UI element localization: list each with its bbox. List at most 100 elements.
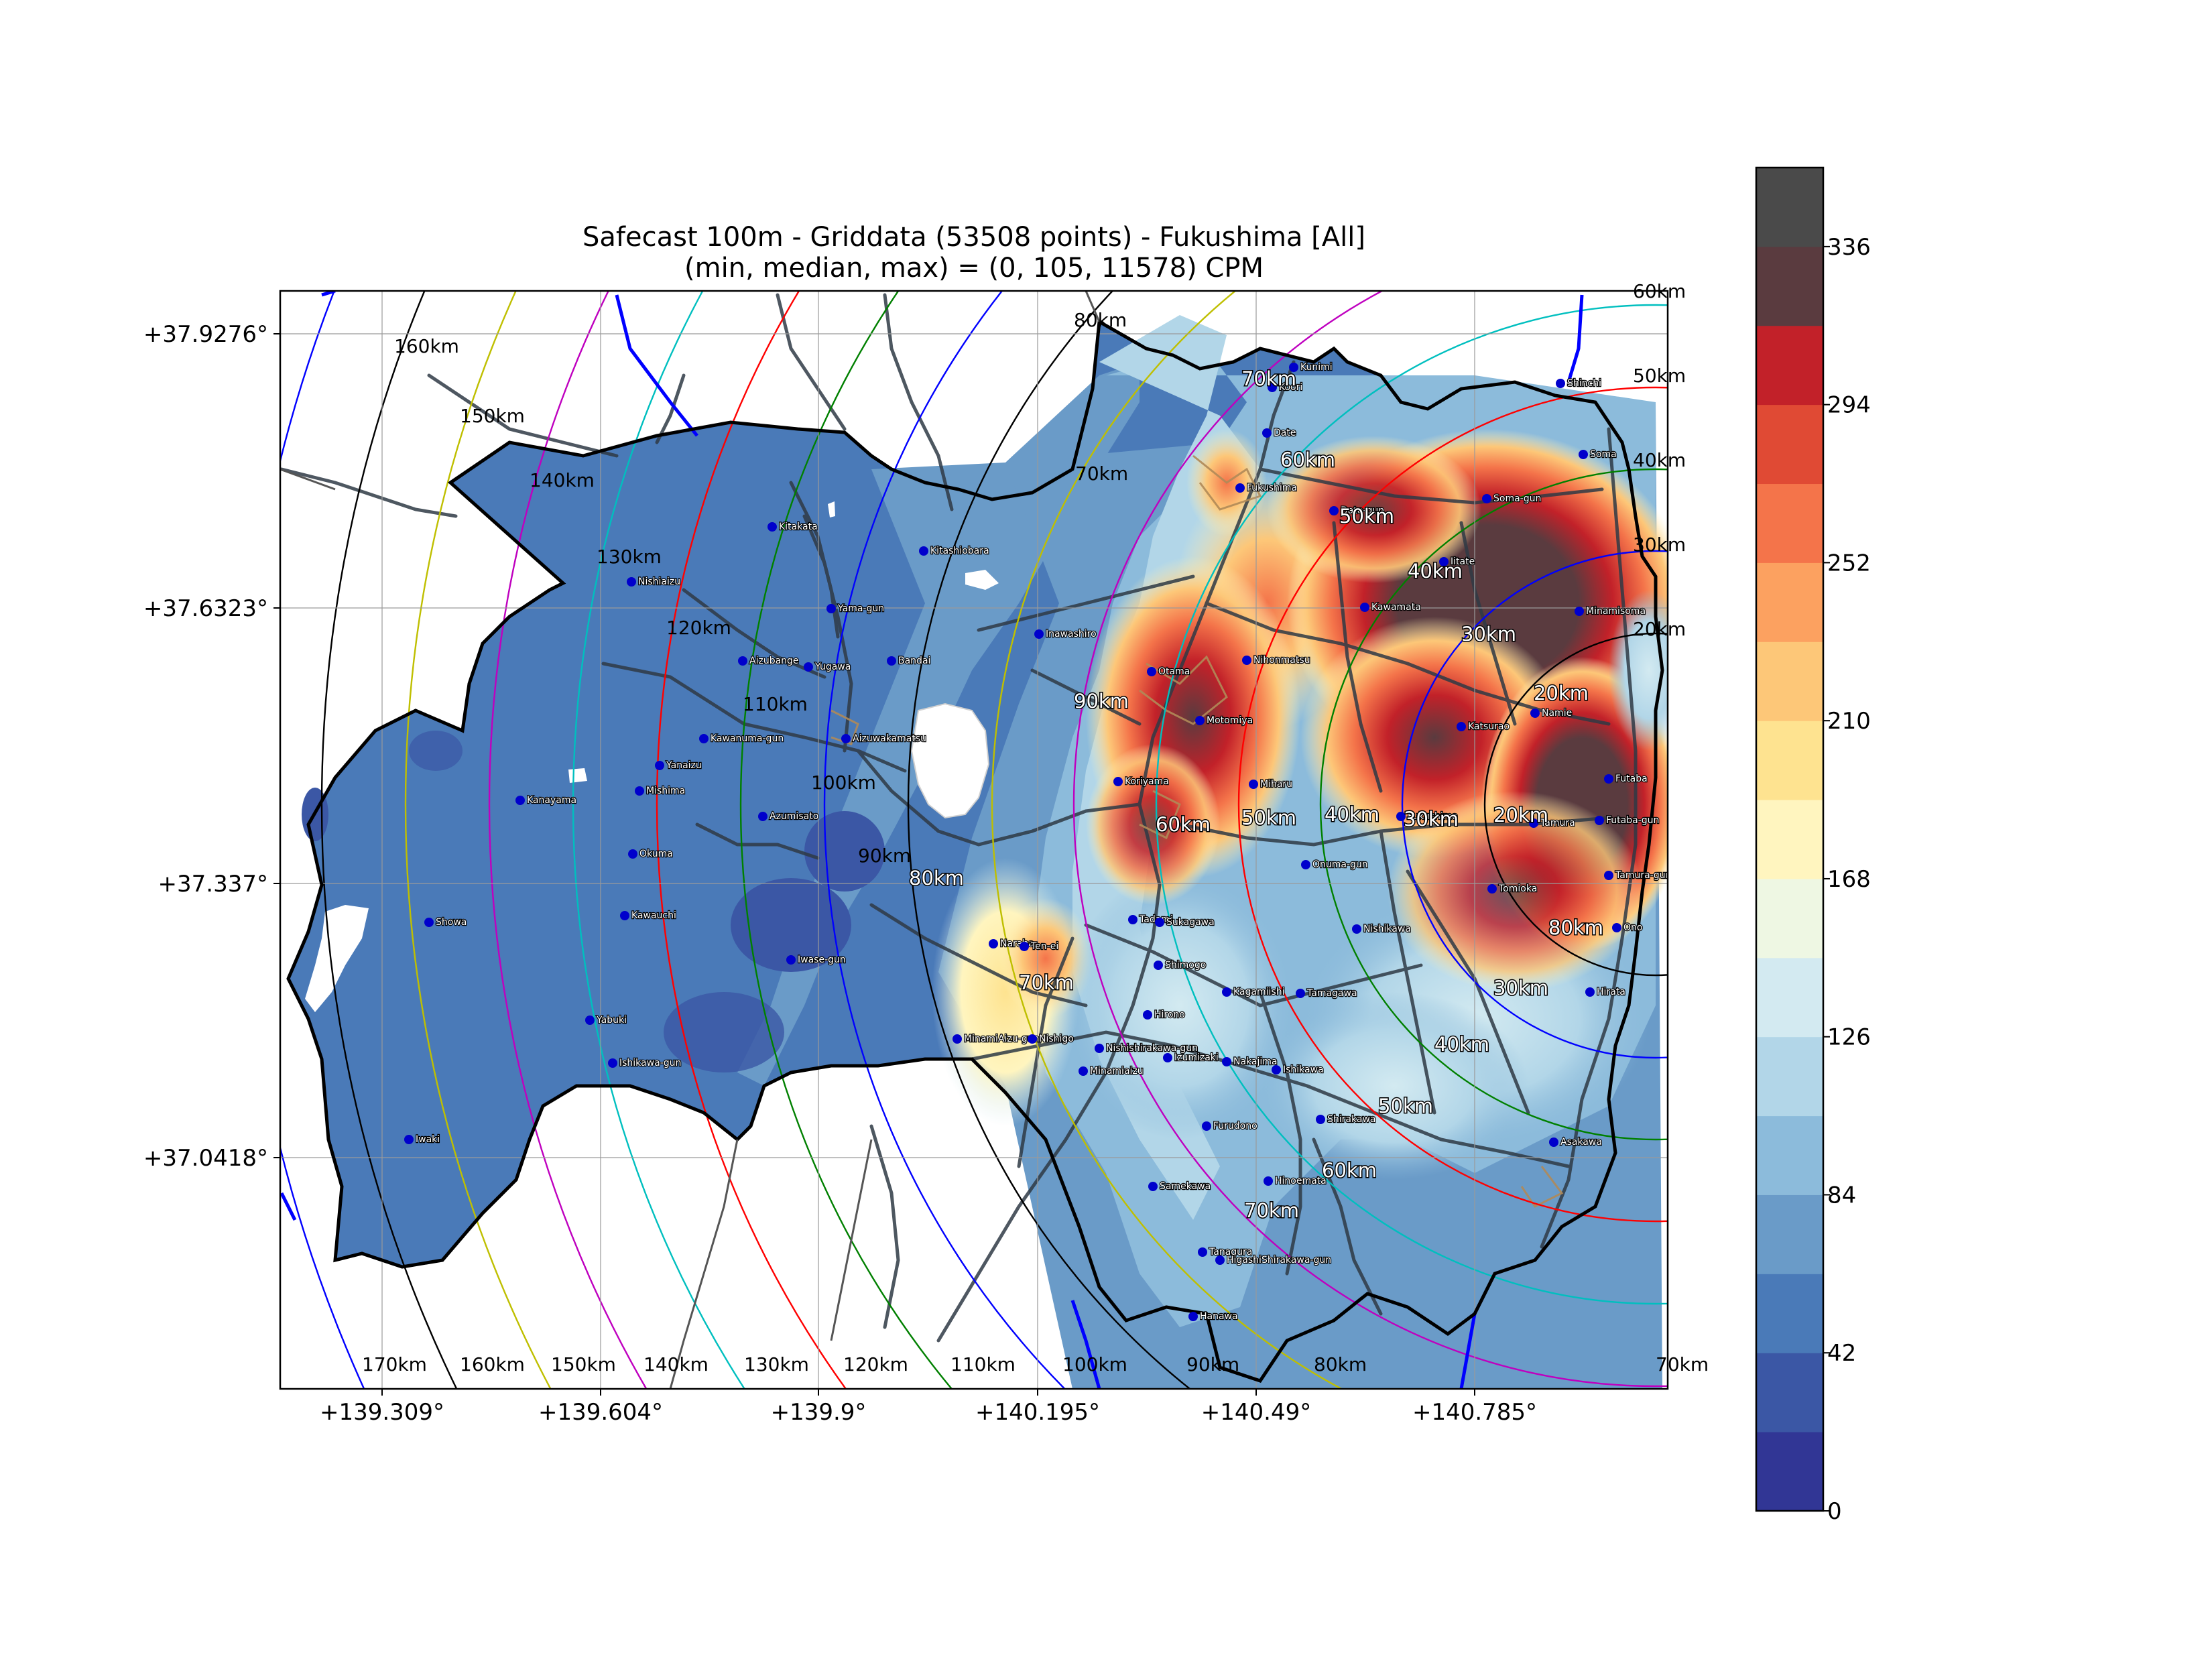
- plot-frame: [279, 290, 1669, 1390]
- city-marker: [1604, 774, 1613, 784]
- city-marker: [1262, 428, 1272, 438]
- city-label: Aizuwakamatsu: [853, 733, 926, 744]
- ring-label-bottom: 140km: [643, 1353, 709, 1375]
- city-marker: [1585, 987, 1595, 997]
- inner-distance-label: 30km: [1493, 977, 1548, 999]
- city-marker: [1163, 1053, 1172, 1062]
- city-marker: [1396, 812, 1406, 821]
- colorbar-frame: [1755, 166, 1825, 1512]
- city-label: Kawamata: [1371, 602, 1421, 613]
- city-label: Soma: [1590, 449, 1617, 460]
- city-label: Hirono: [1154, 1009, 1185, 1020]
- inner-distance-label: 80km: [1548, 916, 1603, 939]
- city-marker: [1604, 871, 1613, 880]
- city-marker: [1235, 483, 1245, 493]
- city-marker: [1143, 1010, 1152, 1020]
- inner-distance-label: 20km: [1534, 682, 1589, 704]
- city-marker: [953, 1034, 962, 1044]
- city-marker: [826, 604, 836, 613]
- x-tick-label: +139.604°: [538, 1399, 663, 1426]
- city-marker: [424, 918, 434, 927]
- inner-distance-label: 50km: [1241, 806, 1296, 829]
- city-marker: [1612, 923, 1621, 932]
- city-label: Ten-ei: [1030, 941, 1058, 952]
- city-marker: [1215, 1255, 1225, 1265]
- colorbar-swatch: [1756, 800, 1823, 879]
- x-tick-label: +140.785°: [1412, 1399, 1537, 1426]
- y-tick-label: +37.9276°: [143, 321, 268, 348]
- ring-label-right: 50km: [1633, 365, 1686, 387]
- city-marker: [1439, 557, 1449, 566]
- inner-distance-label: 70km: [1244, 1199, 1299, 1222]
- city-marker: [1020, 942, 1029, 951]
- city-marker: [1195, 716, 1205, 725]
- city-label: Yanaizu: [666, 760, 702, 771]
- city-marker: [1034, 629, 1044, 639]
- city-label: Mishima: [646, 786, 685, 796]
- city-label: Izumizaki: [1174, 1052, 1219, 1063]
- colorbar-swatch: [1756, 168, 1823, 247]
- city-marker: [655, 761, 664, 770]
- city-marker: [1249, 780, 1258, 789]
- inner-distance-label: 40km: [1408, 560, 1463, 582]
- city-marker: [1579, 450, 1588, 459]
- colorbar-swatch: [1756, 1432, 1823, 1512]
- ring-label-bottom: 130km: [744, 1353, 809, 1375]
- city-marker: [1352, 924, 1361, 934]
- city-label: Kitakata: [779, 521, 818, 532]
- city-label: Iwase-gun: [798, 955, 846, 965]
- city-label: MinamiAizu-gun: [964, 1034, 1039, 1044]
- prefecture-border: [286, 318, 1664, 1383]
- city-marker: [627, 577, 636, 587]
- inner-distance-label: 90km: [1074, 690, 1129, 713]
- city-label: Ono: [1623, 922, 1642, 933]
- colorbar-swatch: [1756, 878, 1823, 959]
- city-label: Fukushima: [1408, 811, 1458, 822]
- city-marker: [919, 546, 928, 556]
- inner-distance-label: 70km: [1019, 971, 1074, 994]
- city-marker: [635, 786, 644, 796]
- city-label: Tamura-gun: [1615, 870, 1671, 881]
- coastline: [280, 291, 1584, 1389]
- city-label: Motomiya: [1207, 715, 1253, 726]
- city-label: Nishikawa: [1363, 924, 1411, 934]
- city-label: Otama: [1158, 666, 1190, 677]
- inner-distance-label: 80km: [909, 867, 964, 889]
- city-label: Miharu: [1260, 779, 1292, 790]
- city-label: Date: [1274, 428, 1296, 438]
- city-label: Nishiaizu: [638, 576, 680, 587]
- city-marker: [841, 734, 851, 743]
- city-label: Yama-gun: [837, 603, 884, 614]
- inner-distance-label: 40km: [1325, 803, 1379, 826]
- city-label: Samekawa: [1160, 1181, 1211, 1192]
- colorbar-tick-label: 252: [1827, 550, 1871, 576]
- city-marker: [1289, 363, 1298, 372]
- colorbar-tick-label: 168: [1827, 866, 1871, 893]
- colorbar-swatch: [1756, 1353, 1823, 1432]
- x-tick-label: +140.195°: [975, 1399, 1100, 1426]
- city-marker: [1556, 379, 1565, 388]
- city-marker: [1095, 1044, 1104, 1053]
- city-marker: [887, 656, 896, 666]
- city-label: Furudono: [1213, 1121, 1257, 1131]
- city-marker: [804, 662, 813, 672]
- colorbar-swatch: [1756, 325, 1823, 406]
- city-label: Minamisoma: [1586, 606, 1646, 617]
- city-label: Okuma: [639, 849, 673, 859]
- city-label: Kagamiishi: [1233, 987, 1284, 997]
- ring-label-bottom: 160km: [460, 1353, 525, 1375]
- ring-label-right: 60km: [1633, 280, 1686, 302]
- ring-label-top: 140km: [530, 469, 595, 491]
- city-marker: [1198, 1247, 1207, 1257]
- city-marker: [1575, 607, 1584, 616]
- city-marker: [1155, 918, 1164, 927]
- ring-label-bottom: 110km: [950, 1353, 1016, 1375]
- city-marker: [1028, 1034, 1037, 1044]
- colorbar-swatch: [1756, 641, 1823, 721]
- city-label: Asakawa: [1560, 1137, 1602, 1148]
- city-label: Nakajima: [1233, 1056, 1278, 1067]
- colorbar-swatch: [1756, 246, 1823, 326]
- city-marker: [1329, 506, 1339, 515]
- colorbar-tick-label: 336: [1827, 234, 1871, 261]
- city-label: Inawashiro: [1046, 629, 1097, 639]
